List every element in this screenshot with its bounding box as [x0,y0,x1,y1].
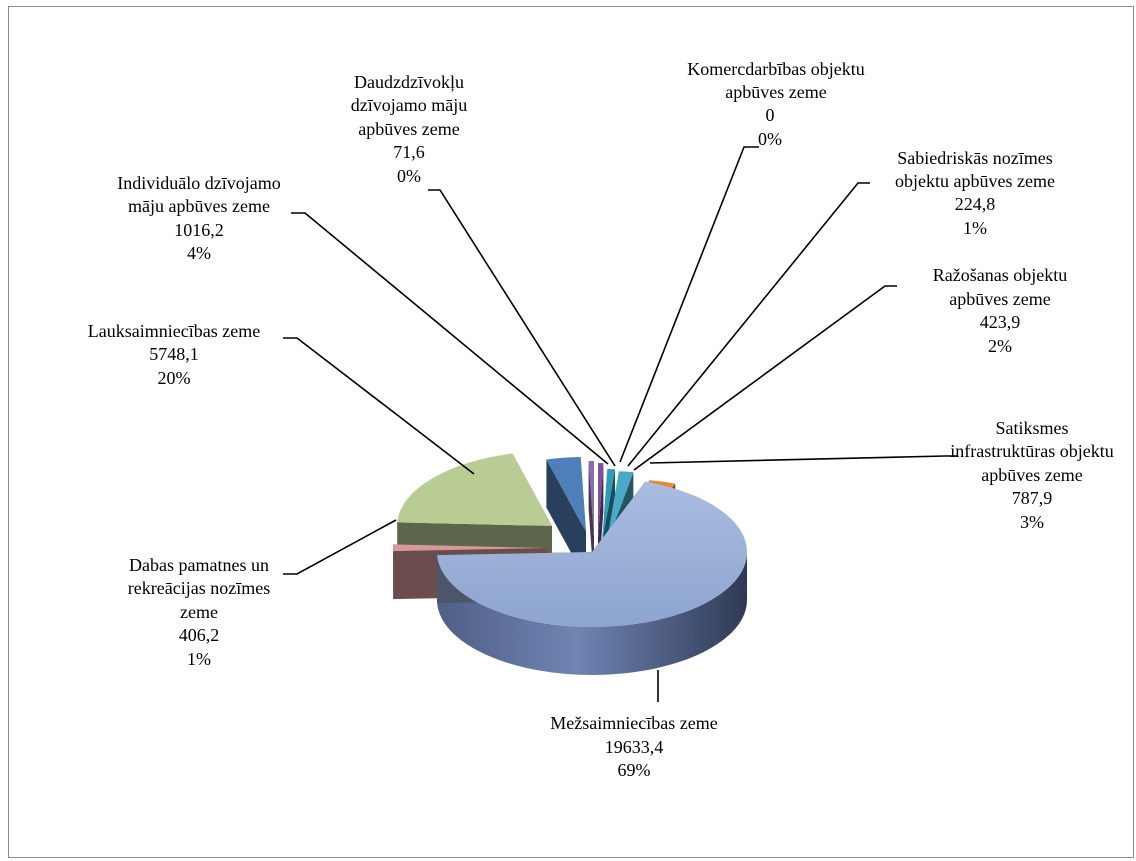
label-lauks-value: 5748,1 [149,344,199,364]
leader-komerc [619,146,759,463]
label-satiksm: Satiksmes infrastruktūras objektu apbūve… [950,418,1113,532]
label-daudz-line1: Daudzdzīvokļu [354,72,464,92]
slice-top-daudz [588,461,594,536]
label-daudz-value: 71,6 [393,142,425,162]
label-indiv-value: 1016,2 [174,220,224,240]
label-sabiedr-value: 224,8 [955,194,996,214]
label-komerc-value: 0 [766,105,775,125]
leader-indiv [291,212,609,465]
leader-razos [633,285,897,471]
label-indiv-line2: māju apbūves zeme [128,196,270,216]
leader-satiksm [649,455,957,464]
label-satiksm-line1: Satiksmes [995,418,1068,438]
leader-daudz [428,189,616,467]
label-komerc-percent: 0% [758,129,782,149]
label-dabas-line2: rekreācijas nozīmes [128,578,270,598]
label-dabas-value: 406,2 [179,625,220,645]
label-sabiedr-percent: 1% [963,218,987,238]
label-razos: Ražošanas objektu apbūves zeme 423,9 2% [933,265,1067,356]
label-sabiedr-line1: Sabiedriskās nozīmes [897,148,1052,168]
label-satiksm-line2: infrastruktūras objektu [950,441,1113,461]
label-dabas: Dabas pamatnes un rekreācijas nozīmes ze… [128,555,270,669]
label-lauks-percent: 20% [158,368,191,388]
slice-top-komerc [598,463,604,538]
label-satiksm-line3: apbūves zeme [981,465,1082,485]
label-indiv-line1: Individuālo dzīvojamo [117,173,280,193]
label-komerc: Komercdarbības objektu apbūves zeme 0 0% [687,59,864,149]
label-satiksm-percent: 3% [1020,512,1044,532]
label-razos-line1: Ražošanas objektu [933,265,1067,285]
leader-lines [283,146,957,702]
label-sabiedr: Sabiedriskās nozīmes objektu apbūves zem… [895,148,1055,238]
label-indiv: Individuālo dzīvojamo māju apbūves zeme … [117,173,280,263]
label-mezs-percent: 69% [618,760,651,780]
leader-dabas [283,519,397,575]
label-mezs: Mežsaimniecības zeme 19633,4 69% [550,713,717,780]
label-komerc-line2: apbūves zeme [725,82,826,102]
slice-side-mezs [437,552,747,675]
chart-frame [8,6,1134,858]
label-daudz-line3: apbūves zeme [358,119,459,139]
slice-indiv [546,457,586,580]
label-razos-value: 423,9 [980,312,1021,332]
slice-cut-indiv-0 [546,459,586,580]
label-razos-line2: apbūves zeme [949,289,1050,309]
slice-top-indiv [546,457,586,532]
label-indiv-percent: 4% [187,243,211,263]
label-daudz: Daudzdzīvokļu dzīvojamo māju apbūves zem… [351,72,467,186]
label-dabas-line3: zeme [180,602,218,622]
label-daudz-percent: 0% [397,166,421,186]
slice-top-dabas [393,544,548,552]
label-mezs-line1: Mežsaimniecības zeme [550,713,717,733]
label-dabas-line1: Dabas pamatnes un [129,555,269,575]
slice-top-mezs [437,481,747,628]
label-lauks-line1: Lauksaimniecības zeme [88,321,260,341]
label-satiksm-value: 787,9 [1012,488,1053,508]
label-sabiedr-line2: objektu apbūves zeme [895,171,1055,191]
label-daudz-line2: dzīvojamo māju [351,95,467,115]
slice-mezs [437,481,747,675]
slice-top-sabiedr [602,469,616,544]
label-komerc-line1: Komercdarbības objektu [687,59,864,79]
label-lauks: Lauksaimniecības zeme 5748,1 20% [88,321,260,388]
label-mezs-value: 19633,4 [605,737,664,757]
leader-lauks [283,337,475,475]
leader-sabiedr [627,182,870,467]
pie-slices [393,453,747,675]
label-dabas-percent: 1% [187,649,211,669]
label-razos-percent: 2% [988,336,1012,356]
slice-top-lauks [397,453,552,526]
